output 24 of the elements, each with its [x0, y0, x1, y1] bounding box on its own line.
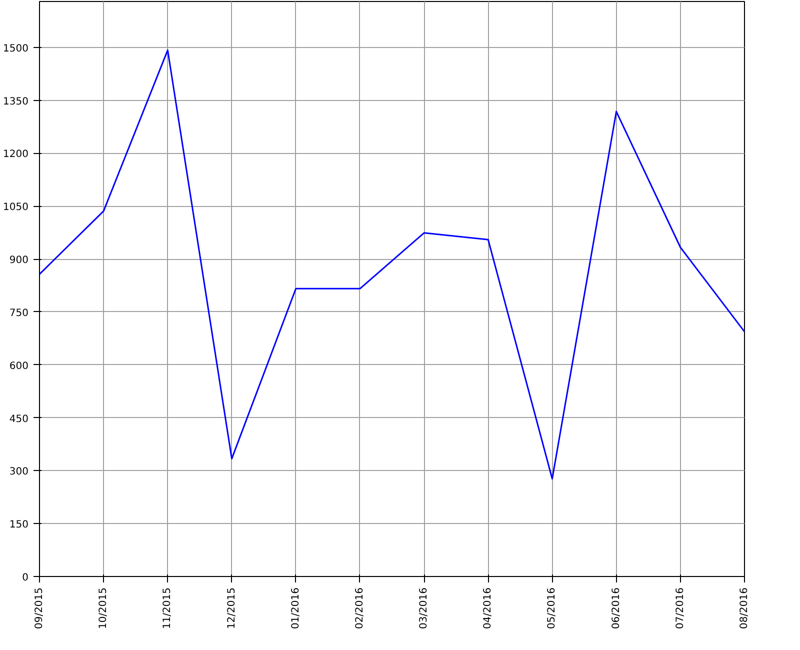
x-tick-label: 12/2015 — [226, 587, 238, 630]
x-tick-label: 03/2016 — [418, 587, 430, 630]
x-tick-label: 08/2016 — [739, 587, 750, 630]
x-tick-label: 01/2016 — [290, 587, 302, 630]
x-tick-label: 06/2016 — [610, 587, 622, 630]
x-tick-label: 09/2015 — [34, 587, 45, 630]
x-tick-label: 11/2015 — [162, 587, 174, 630]
y-tick-label: 750 — [9, 308, 29, 319]
y-tick-label: 1050 — [3, 202, 29, 214]
x-tick-label: 02/2016 — [354, 587, 366, 630]
x-tick-label: 05/2016 — [546, 587, 558, 630]
y-tick-label: 1350 — [3, 96, 29, 108]
y-tick-label: 1500 — [3, 43, 29, 54]
x-tick-label: 10/2015 — [98, 587, 110, 630]
y-tick-label: 900 — [9, 255, 29, 266]
x-tick-label: 04/2016 — [482, 587, 494, 630]
y-tick-label: 0 — [22, 572, 29, 584]
y-tick-label: 150 — [9, 520, 29, 531]
y-tick-label: 300 — [9, 466, 29, 478]
y-tick-label: 450 — [9, 414, 29, 425]
line-series — [40, 49, 744, 480]
x-tick-label: 07/2016 — [674, 587, 686, 630]
y-tick-label: 1200 — [3, 149, 29, 160]
y-tick-label: 600 — [9, 360, 29, 372]
